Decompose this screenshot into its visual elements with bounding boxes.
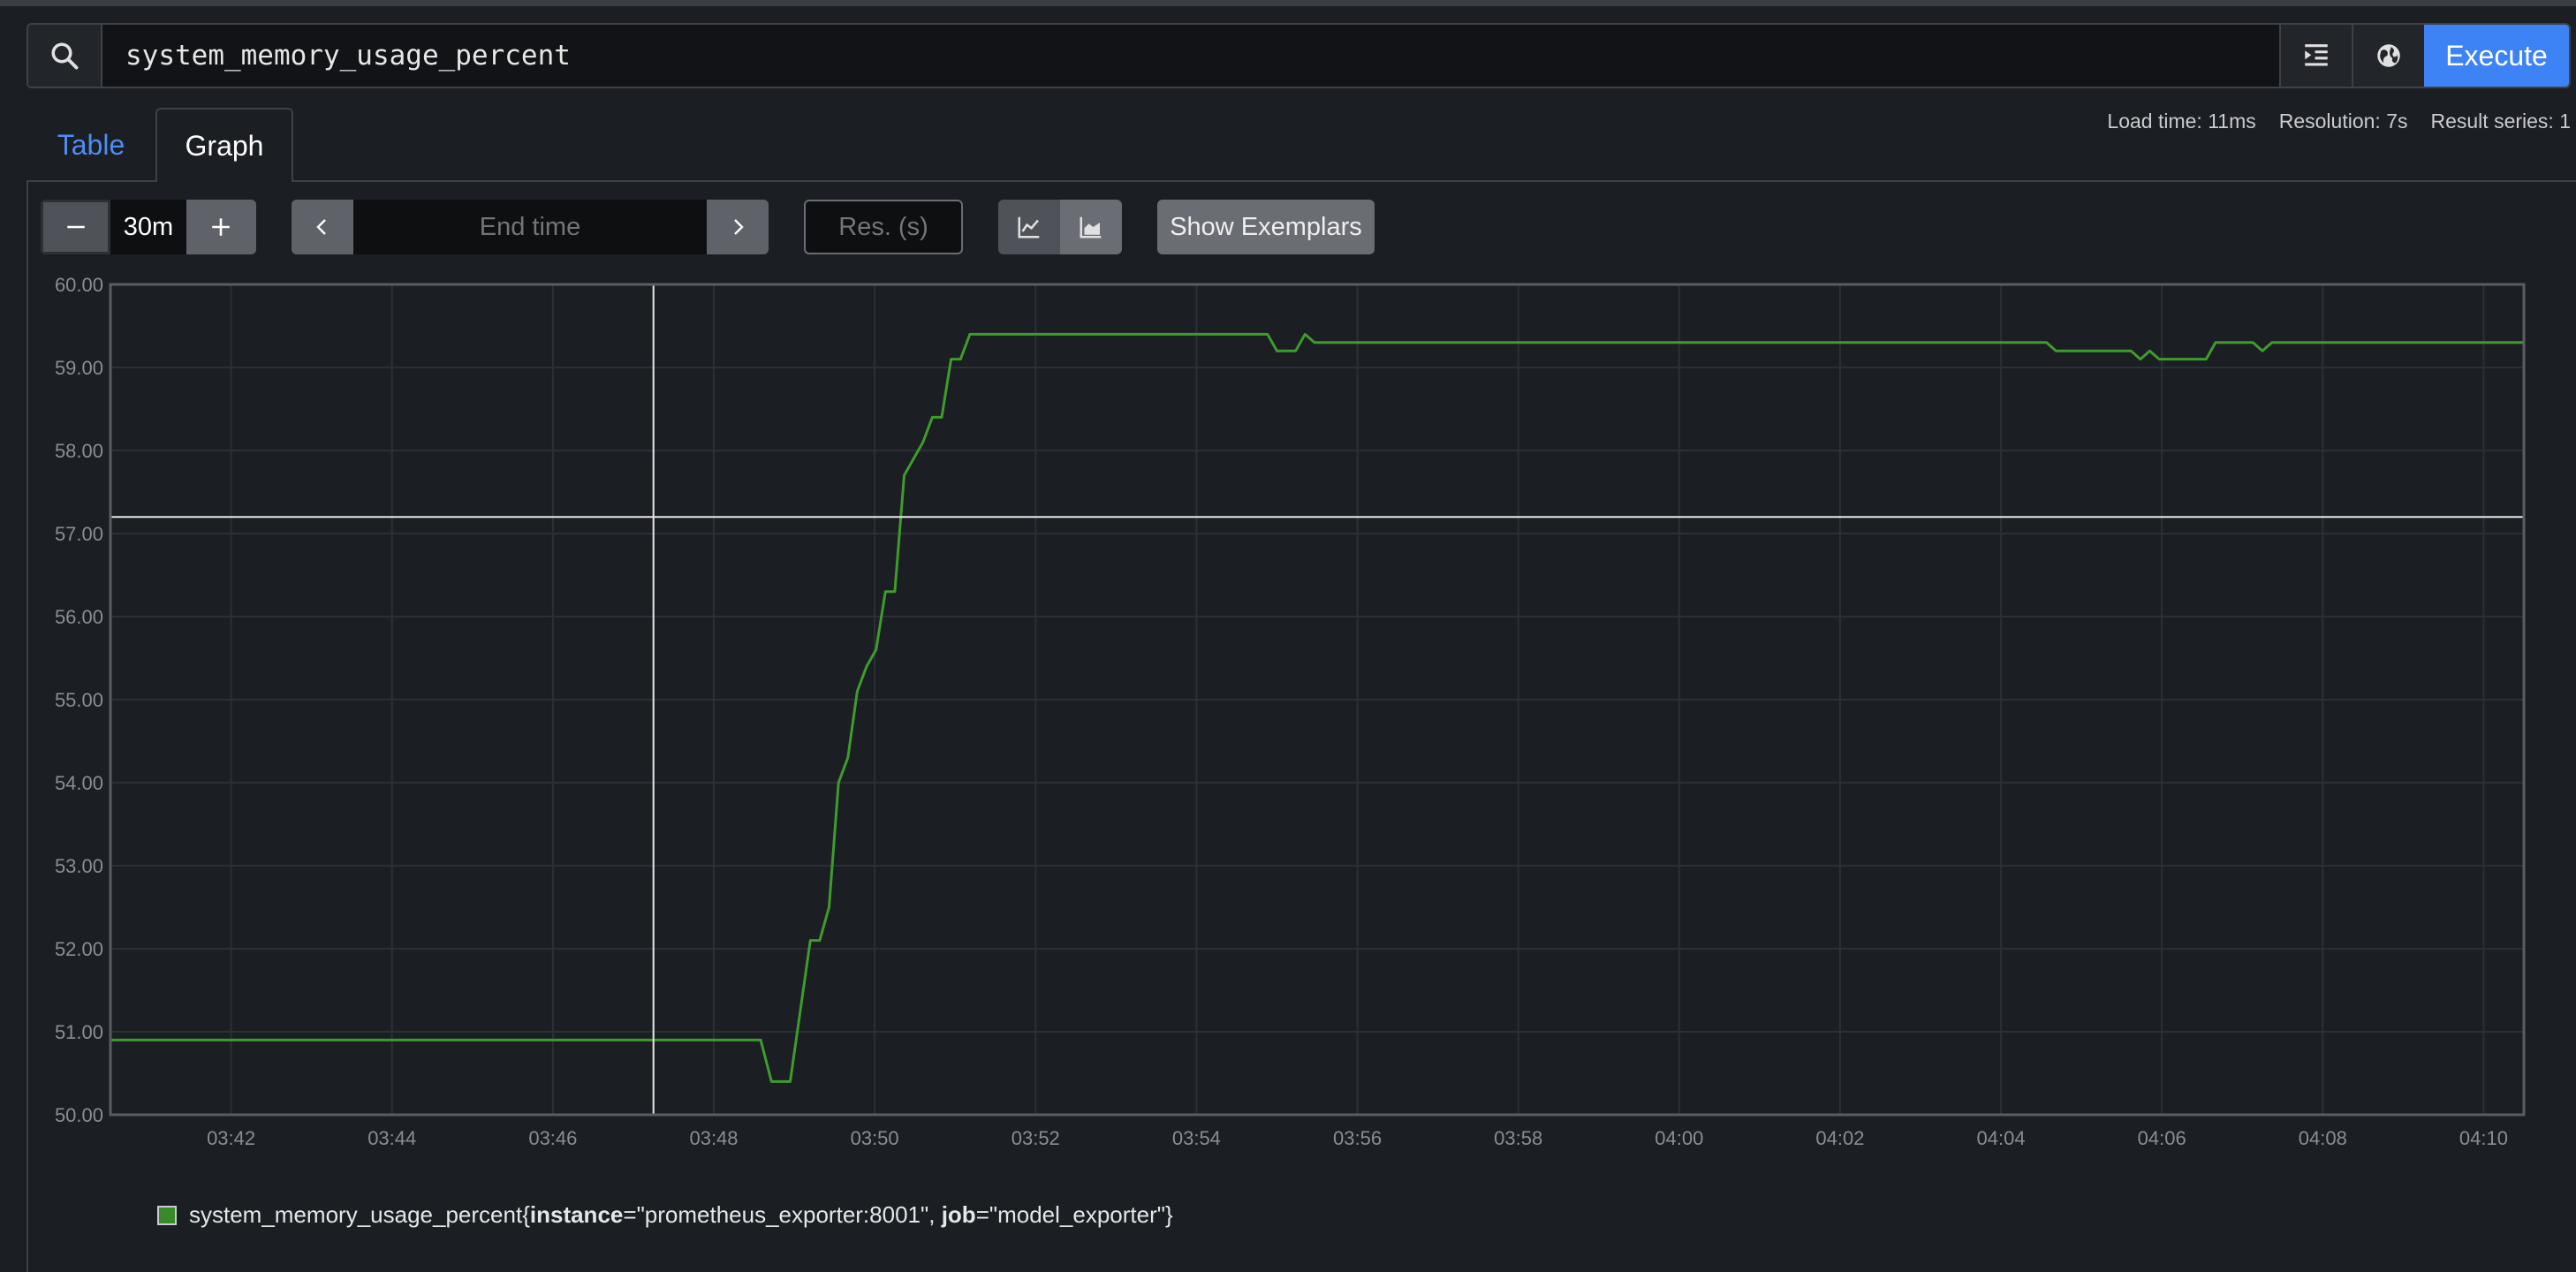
execute-button[interactable]: Execute — [2424, 25, 2569, 87]
chevron-left-icon — [316, 219, 326, 235]
previous-time-button[interactable] — [292, 200, 353, 254]
globe-icon — [2377, 44, 2400, 67]
show-exemplars-button[interactable]: Show Exemplars — [1157, 200, 1375, 254]
y-tick-label: 50.00 — [55, 1104, 103, 1126]
decrease-range-button[interactable] — [41, 200, 111, 254]
top-border — [0, 0, 2576, 6]
range-control: 30m — [41, 200, 256, 254]
line-chart-button[interactable] — [998, 200, 1060, 254]
x-tick-label: 03:58 — [1494, 1127, 1542, 1149]
memory-usage-chart[interactable]: 60.00 59.00 58.00 57.00 56.00 55.00 54.00 53.00… — [0, 265, 2576, 1157]
y-tick-label: 52.00 — [55, 938, 103, 960]
result-series: Result series: 1 — [2430, 110, 2571, 132]
y-tick-label: 59.00 — [55, 357, 103, 379]
resolution-stat: Resolution: 7s — [2278, 110, 2408, 132]
x-tick-label: 04:04 — [1977, 1127, 2026, 1149]
x-tick-label: 04:02 — [1815, 1127, 1864, 1149]
x-tick-label: 04:08 — [2299, 1127, 2347, 1149]
indent-icon — [2305, 44, 2328, 66]
next-time-button[interactable] — [707, 200, 769, 254]
minus-icon — [66, 225, 85, 229]
plus-icon — [212, 218, 231, 236]
increase-range-button[interactable] — [186, 200, 256, 254]
query-input[interactable] — [102, 25, 2279, 87]
y-tick-label: 51.00 — [55, 1021, 103, 1043]
x-tick-label: 03:50 — [851, 1127, 899, 1149]
y-tick-label: 57.00 — [55, 523, 103, 545]
range-input[interactable]: 30m — [110, 200, 186, 254]
chevron-right-icon — [734, 219, 744, 235]
x-tick-label: 03:46 — [528, 1127, 577, 1149]
format-expression-button[interactable] — [2279, 25, 2352, 87]
x-tick-label: 03:54 — [1172, 1127, 1221, 1149]
y-tick-label: 58.00 — [55, 440, 103, 462]
tab-divider — [27, 180, 2576, 182]
x-tick-label: 03:56 — [1333, 1127, 1382, 1149]
y-tick-label: 56.00 — [55, 606, 103, 628]
end-time-input[interactable] — [353, 200, 707, 254]
legend-swatch — [157, 1205, 177, 1225]
panel-border — [27, 180, 28, 1272]
query-stats: Load time: 11ms Resolution: 7s Result se… — [2107, 110, 2571, 133]
tab-table[interactable]: Table — [57, 128, 125, 161]
y-tick-label: 60.00 — [55, 274, 103, 296]
x-tick-label: 04:00 — [1655, 1127, 1703, 1149]
legend-label: system_memory_usage_percent{instance="pr… — [189, 1201, 1173, 1228]
plot-frame — [109, 283, 2526, 1117]
series-line — [110, 332, 2524, 1083]
end-time-control — [292, 200, 769, 254]
area-chart-icon — [1080, 216, 1102, 238]
query-bar: Execute — [27, 23, 2571, 88]
tab-graph[interactable]: Graph — [155, 108, 293, 182]
legend-item[interactable]: system_memory_usage_percent{instance="pr… — [157, 1201, 1173, 1229]
resolution-input[interactable] — [804, 200, 963, 254]
x-tick-label: 03:52 — [1011, 1127, 1060, 1149]
x-tick-label: 03:48 — [689, 1127, 738, 1149]
y-tick-label: 55.00 — [55, 689, 103, 711]
x-tick-label: 03:42 — [207, 1127, 255, 1149]
y-tick-label: 54.00 — [55, 772, 103, 794]
chart-type-control — [998, 200, 1122, 254]
y-tick-label: 53.00 — [55, 855, 103, 877]
load-time: Load time: 11ms — [2107, 110, 2256, 132]
line-chart-icon — [1018, 216, 1040, 238]
x-tick-label: 04:06 — [2138, 1127, 2186, 1149]
metrics-explorer-button[interactable] — [2352, 25, 2424, 87]
stacked-chart-button[interactable] — [1060, 200, 1122, 254]
x-tick-label: 03:44 — [367, 1127, 416, 1149]
search-icon — [28, 25, 102, 87]
x-tick-label: 04:10 — [2459, 1127, 2508, 1149]
